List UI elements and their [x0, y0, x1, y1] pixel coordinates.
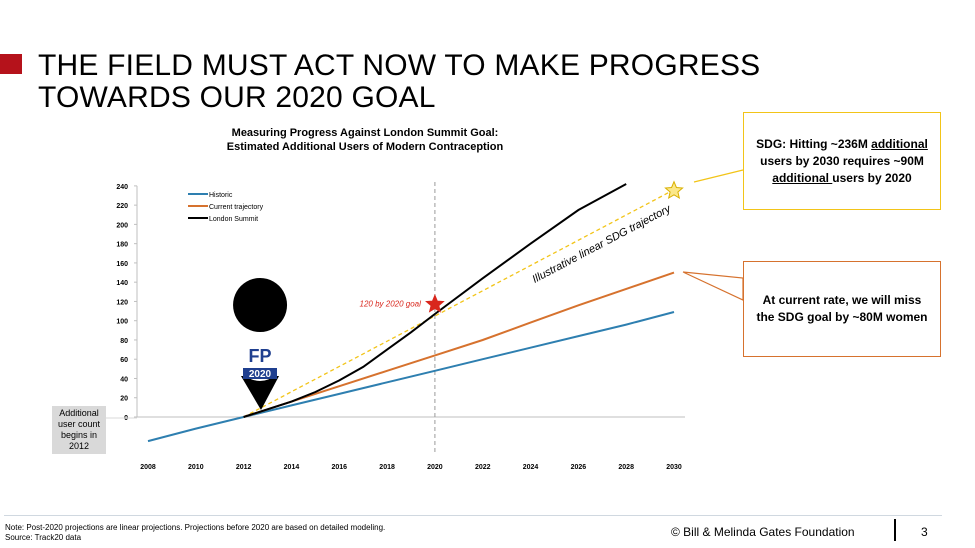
legend-label: London Summit [209, 216, 258, 223]
sdg-trajectory-label: Illustrative linear SDG trajectory [530, 202, 674, 286]
sdg-callout-underline-2: additional [772, 170, 833, 185]
footnote-line-2: Source: Track20 data [5, 533, 82, 542]
x-tick-label: 2030 [666, 464, 682, 471]
title-accent-bar [0, 54, 22, 74]
sdg-callout-connector [693, 169, 744, 183]
sdg-callout-text-2: users by 2030 requires ~90M [760, 153, 924, 168]
footer-divider [4, 515, 942, 516]
logo-pin-tip [241, 376, 279, 410]
slide-title: THE FIELD MUST ACT NOW TO MAKE PROGRESS … [38, 50, 760, 114]
y-tick-label: 40 [120, 376, 128, 383]
rate-callout-connector [682, 271, 744, 301]
series-line-current-trajectory [243, 271, 675, 418]
current-rate-callout-box: At current rate, we will miss the SDG go… [743, 261, 941, 357]
sdg-callout-underline-1: additional [871, 136, 928, 151]
footnote: Note: Post-2020 projections are linear p… [5, 523, 385, 543]
sdg-star-icon [664, 180, 684, 200]
y-tick-label: 60 [120, 357, 128, 364]
y-tick-label: 180 [116, 242, 128, 249]
footer-vertical-divider [894, 519, 896, 541]
sdg-callout-box: SDG: Hitting ~236M additional users by 2… [743, 112, 941, 210]
y-tick-label: 100 [116, 319, 128, 326]
y-tick-label: 120 [116, 299, 128, 306]
footnote-line-1: Note: Post-2020 projections are linear p… [5, 523, 386, 532]
logo-text-fp: FP [248, 346, 271, 366]
y-tick-label: 80 [120, 338, 128, 345]
x-tick-label: 2020 [427, 464, 443, 471]
title-line-1: THE FIELD MUST ACT NOW TO MAKE PROGRESS [38, 49, 761, 82]
title-line-2: TOWARDS OUR 2020 GOAL [38, 81, 436, 114]
logo-band [243, 368, 277, 379]
goal-marker-label: 120 by 2020 goal [360, 299, 422, 308]
page-number: 3 [921, 525, 928, 539]
logo-pin-top [233, 278, 288, 332]
y-tick-label: 240 [116, 184, 128, 191]
goal-star-icon [425, 293, 445, 313]
x-tick-label: 2018 [379, 464, 395, 471]
chart-title-line-1: Measuring Progress Against London Summit… [231, 127, 499, 139]
legend-label: Historic [209, 192, 233, 199]
start-year-note: Additional user count begins in 2012 [52, 406, 106, 454]
series-line-historic [147, 311, 675, 443]
chart-title-line-2: Estimated Additional Users of Modern Con… [226, 141, 504, 153]
x-tick-label: 2014 [284, 464, 300, 471]
start-year-note-text: Additional user count begins in 2012 [57, 408, 101, 451]
y-tick-label: 140 [116, 280, 128, 287]
x-tick-label: 2010 [188, 464, 204, 471]
sdg-callout-text-1: SDG: Hitting ~236M [756, 136, 872, 151]
copyright-text: © Bill & Melinda Gates Foundation [671, 525, 855, 539]
sdg-callout-text-3: users by 2020 [832, 170, 912, 185]
x-tick-label: 2008 [140, 464, 156, 471]
x-tick-label: 2028 [618, 464, 634, 471]
series-line-london-summit [243, 183, 627, 418]
y-tick-label: 160 [116, 261, 128, 268]
legend-label: Current trajectory [209, 204, 264, 211]
logo-text-2020: 2020 [249, 369, 272, 380]
current-rate-callout-text: At current rate, we will miss the SDG go… [756, 293, 928, 324]
y-tick-label: 20 [120, 396, 128, 403]
chart-title: Measuring Progress Against London Summit… [200, 126, 530, 154]
sdg-trajectory-line [243, 189, 675, 418]
y-tick-label: 200 [116, 222, 128, 229]
x-tick-label: 2022 [475, 464, 491, 471]
x-tick-label: 2016 [331, 464, 347, 471]
x-tick-label: 2012 [236, 464, 252, 471]
x-tick-label: 2024 [523, 464, 539, 471]
x-tick-label: 2026 [571, 464, 587, 471]
fp2020-logo: FP 2020 [233, 278, 288, 410]
y-tick-label: 220 [116, 203, 128, 210]
